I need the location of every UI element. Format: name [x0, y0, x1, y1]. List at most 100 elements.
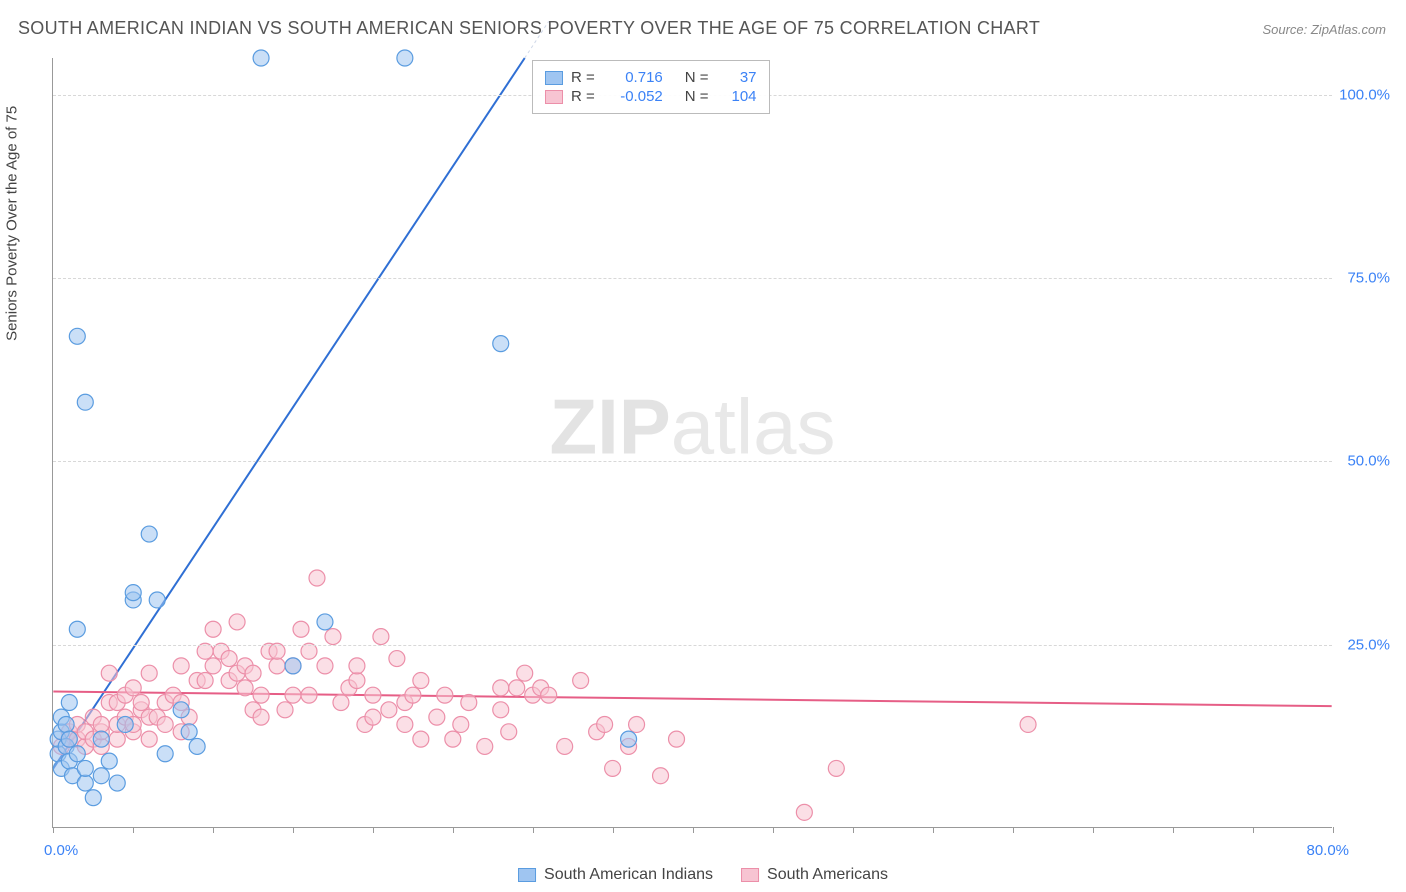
scatter-point [389, 651, 405, 667]
scatter-point [269, 658, 285, 674]
gridline-h [53, 278, 1332, 279]
scatter-point [1020, 716, 1036, 732]
scatter-point [301, 687, 317, 703]
scatter-point [141, 665, 157, 681]
x-tick-label: 80.0% [1306, 842, 1349, 859]
stat-n-label: N = [685, 88, 709, 105]
scatter-point [77, 394, 93, 410]
scatter-point [69, 328, 85, 344]
y-tick-label: 25.0% [1347, 636, 1390, 653]
scatter-point [557, 738, 573, 754]
scatter-point [493, 336, 509, 352]
x-tick [693, 827, 694, 833]
stats-legend-row: R =-0.052N =104 [545, 88, 757, 105]
scatter-point [245, 665, 261, 681]
scatter-point [85, 790, 101, 806]
scatter-point [317, 614, 333, 630]
scatter-point [397, 716, 413, 732]
scatter-svg [53, 58, 1332, 827]
scatter-point [349, 658, 365, 674]
scatter-point [237, 680, 253, 696]
scatter-point [109, 775, 125, 791]
scatter-point [157, 746, 173, 762]
scatter-point [93, 731, 109, 747]
scatter-point [653, 768, 669, 784]
scatter-point [325, 629, 341, 645]
scatter-point [333, 695, 349, 711]
scatter-point [77, 775, 93, 791]
scatter-point [189, 738, 205, 754]
scatter-point [413, 673, 429, 689]
scatter-point [157, 716, 173, 732]
scatter-point [69, 746, 85, 762]
gridline-h [53, 461, 1332, 462]
bottom-legend: South American Indians South Americans [518, 866, 888, 884]
scatter-point [629, 716, 645, 732]
scatter-point [285, 687, 301, 703]
scatter-point [101, 753, 117, 769]
scatter-point [541, 687, 557, 703]
scatter-point [93, 716, 109, 732]
scatter-point [493, 702, 509, 718]
scatter-point [445, 731, 461, 747]
x-tick [213, 827, 214, 833]
scatter-point [221, 651, 237, 667]
x-tick [933, 827, 934, 833]
legend-swatch [741, 868, 759, 882]
scatter-point [253, 709, 269, 725]
y-tick-label: 50.0% [1347, 453, 1390, 470]
scatter-point [381, 702, 397, 718]
x-tick [373, 827, 374, 833]
scatter-point [493, 680, 509, 696]
x-tick [1173, 827, 1174, 833]
scatter-point [413, 731, 429, 747]
scatter-point [796, 804, 812, 820]
x-tick [773, 827, 774, 833]
scatter-point [109, 731, 125, 747]
scatter-point [317, 658, 333, 674]
scatter-point [517, 665, 533, 681]
scatter-point [133, 695, 149, 711]
legend-item: South Americans [741, 866, 888, 884]
scatter-point [669, 731, 685, 747]
stat-r-value: 0.716 [607, 69, 663, 86]
x-tick [533, 827, 534, 833]
scatter-point [205, 658, 221, 674]
scatter-point [597, 716, 613, 732]
scatter-point [125, 680, 141, 696]
scatter-point [397, 50, 413, 66]
x-tick [53, 827, 54, 833]
scatter-point [253, 687, 269, 703]
scatter-point [277, 702, 293, 718]
scatter-point [197, 673, 213, 689]
scatter-point [141, 526, 157, 542]
x-tick [133, 827, 134, 833]
stat-n-label: N = [685, 69, 709, 86]
scatter-point [365, 687, 381, 703]
x-tick [293, 827, 294, 833]
scatter-point [573, 673, 589, 689]
x-tick [1333, 827, 1334, 833]
scatter-point [621, 731, 637, 747]
scatter-point [461, 695, 477, 711]
scatter-point [173, 702, 189, 718]
stats-legend-row: R = 0.716 N = 37 [545, 69, 757, 86]
gridline-h [53, 645, 1332, 646]
scatter-point [405, 687, 421, 703]
scatter-point [373, 629, 389, 645]
stats-legend: R = 0.716 N = 37 R =-0.052N =104 [532, 60, 770, 114]
legend-swatch [545, 71, 563, 85]
scatter-point [293, 621, 309, 637]
scatter-point [437, 687, 453, 703]
chart-title: SOUTH AMERICAN INDIAN VS SOUTH AMERICAN … [18, 18, 1040, 39]
legend-label: South American Indians [544, 866, 713, 884]
source-attribution: Source: ZipAtlas.com [1262, 22, 1386, 37]
scatter-point [605, 760, 621, 776]
scatter-point [181, 724, 197, 740]
stat-r-label: R = [571, 69, 595, 86]
scatter-point [173, 658, 189, 674]
stat-r-label: R = [571, 88, 595, 105]
legend-swatch [518, 868, 536, 882]
stat-n-value: 37 [721, 69, 757, 86]
y-tick-label: 75.0% [1347, 270, 1390, 287]
